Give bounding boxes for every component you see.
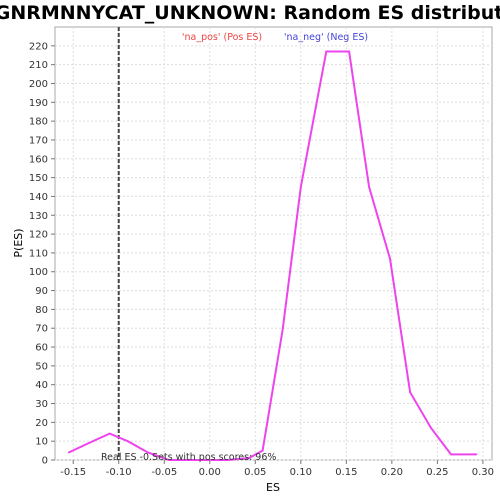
data-point xyxy=(261,449,264,452)
data-point xyxy=(430,427,432,429)
data-point xyxy=(67,451,70,454)
data-point xyxy=(108,432,111,435)
chart-title: GGGNRMNNYCAT_UNKNOWN: Random ES distribu… xyxy=(0,2,500,24)
y-tick-label: 60 xyxy=(35,343,48,354)
data-point xyxy=(450,453,452,456)
y-tick-label: 70 xyxy=(35,324,48,335)
y-tick-label: 80 xyxy=(35,305,48,316)
x-tick-label: -0.15 xyxy=(60,467,86,478)
x-tick-label: 0.15 xyxy=(335,467,357,478)
y-tick-label: 200 xyxy=(29,79,48,90)
data-point xyxy=(168,459,170,461)
x-axis-ticks: -0.15 -0.10 -0.05 0.00 0.05 0.10 0.15 0.20 0.25 0… xyxy=(60,460,494,478)
x-axis-label: ES xyxy=(266,481,280,494)
data-point xyxy=(389,257,391,260)
data-point xyxy=(475,453,478,456)
y-tick-label: 140 xyxy=(29,192,48,203)
y-tick-label: 160 xyxy=(29,154,48,165)
y-axis-ticks: 0 10 20 30 40 50 60 70 80 90 100 110 120 130 140 150 160… xyxy=(29,41,55,467)
y-tick-label: 190 xyxy=(29,98,48,109)
x-tick-label: -0.10 xyxy=(106,467,132,478)
data-point xyxy=(409,391,411,394)
plot-area xyxy=(54,26,493,461)
data-point xyxy=(281,329,284,331)
data-point xyxy=(127,440,129,442)
x-tick-label: 0.25 xyxy=(426,467,448,478)
y-tick-label: 40 xyxy=(35,380,48,391)
data-point xyxy=(368,186,370,188)
y-tick-label: 130 xyxy=(29,211,48,222)
y-tick-label: 20 xyxy=(35,418,48,429)
legend-pos-label: 'na_pos' (Pos ES) xyxy=(182,32,262,43)
x-tick-label: 0.30 xyxy=(472,467,494,478)
data-point xyxy=(325,50,328,53)
y-tick-label: 30 xyxy=(35,399,48,410)
y-tick-label: 210 xyxy=(29,60,48,71)
real-es-annotation: Real ES -0.Sets with pos scores: 96% xyxy=(101,452,276,463)
y-tick-label: 50 xyxy=(35,361,48,372)
y-tick-label: 170 xyxy=(29,135,48,146)
y-tick-label: 0 xyxy=(42,456,48,467)
series-group xyxy=(67,50,478,461)
legend-neg-label: 'na_neg' (Neg ES) xyxy=(284,32,368,43)
y-tick-label: 10 xyxy=(35,437,48,448)
y-tick-label: 120 xyxy=(29,230,48,241)
data-point xyxy=(248,457,250,459)
y-tick-label: 220 xyxy=(29,41,48,52)
y-tick-label: 100 xyxy=(29,267,48,278)
x-tick-label: 0.00 xyxy=(199,467,221,478)
y-tick-label: 90 xyxy=(35,286,48,297)
grid xyxy=(55,27,492,461)
x-tick-label: 0.10 xyxy=(290,467,312,478)
data-point xyxy=(300,186,302,188)
data-point xyxy=(147,451,149,454)
y-tick-label: 180 xyxy=(29,117,48,128)
y-axis-label: P(ES) xyxy=(12,228,25,257)
data-point xyxy=(188,459,190,461)
data-point xyxy=(87,442,90,444)
x-tick-label: 0.20 xyxy=(381,467,403,478)
y-tick-label: 150 xyxy=(29,173,48,184)
y-tick-label: 110 xyxy=(29,248,48,259)
x-tick-label: 0.05 xyxy=(244,467,266,478)
data-point xyxy=(348,50,350,53)
data-point xyxy=(227,459,229,461)
x-tick-label: -0.05 xyxy=(151,467,177,478)
